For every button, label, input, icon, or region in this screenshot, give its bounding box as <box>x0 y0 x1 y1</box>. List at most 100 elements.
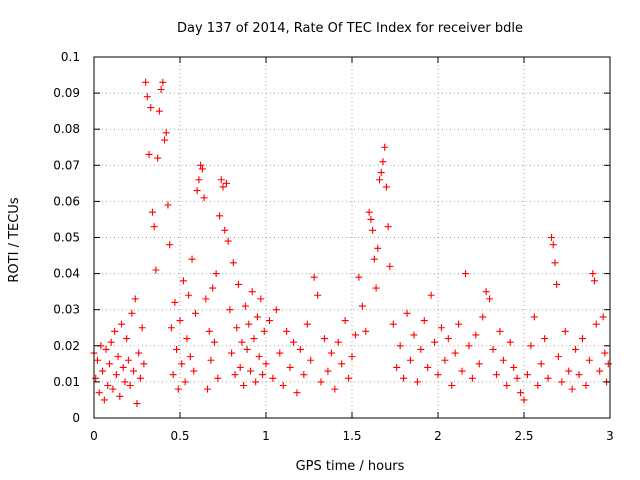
data-point <box>527 342 535 350</box>
data-point <box>238 338 246 346</box>
data-point <box>374 244 382 252</box>
data-point <box>558 378 566 386</box>
data-point <box>334 338 342 346</box>
data-point <box>303 320 311 328</box>
data-point <box>169 371 177 379</box>
data-point <box>381 143 389 151</box>
data-point <box>317 378 325 386</box>
y-tick-label: 0.08 <box>53 122 80 136</box>
data-point <box>541 335 549 343</box>
data-point <box>406 356 414 364</box>
data-point <box>341 317 349 325</box>
data-point <box>236 363 244 371</box>
data-point <box>578 335 586 343</box>
data-point <box>121 378 129 386</box>
data-point <box>243 345 251 353</box>
data-point <box>136 374 144 382</box>
data-point <box>293 389 301 397</box>
data-point <box>517 389 525 397</box>
data-point <box>104 382 112 390</box>
data-point <box>358 302 366 310</box>
y-tick-label: 0.07 <box>53 158 80 172</box>
y-tick-label: 0.06 <box>53 194 80 208</box>
data-point <box>548 234 556 241</box>
data-point <box>462 270 470 278</box>
data-point <box>174 385 182 393</box>
data-point <box>164 201 172 209</box>
data-point <box>310 273 318 281</box>
data-point <box>204 385 212 393</box>
data-point <box>510 363 518 371</box>
data-point <box>142 78 150 86</box>
data-point <box>200 194 208 202</box>
data-point <box>152 266 160 274</box>
data-point <box>205 327 213 335</box>
data-point <box>441 356 449 364</box>
data-point <box>286 363 294 371</box>
data-point <box>523 371 531 379</box>
data-point <box>161 136 169 144</box>
data-point <box>112 371 120 379</box>
data-point <box>111 327 119 335</box>
data-point <box>186 353 194 361</box>
data-point <box>386 262 394 270</box>
data-point <box>372 284 380 292</box>
data-point <box>105 360 113 368</box>
data-point <box>233 324 241 332</box>
data-point <box>417 345 425 353</box>
data-point <box>572 345 580 353</box>
data-point <box>181 378 189 386</box>
data-point <box>348 353 356 361</box>
data-point <box>250 335 258 343</box>
data-point <box>568 385 576 393</box>
data-point <box>224 237 232 245</box>
data-point <box>468 374 476 382</box>
data-point <box>370 255 378 263</box>
data-point <box>307 356 315 364</box>
data-point <box>255 353 263 361</box>
data-point <box>537 360 545 368</box>
data-point <box>133 400 141 408</box>
data-point <box>448 382 456 390</box>
data-point <box>145 150 153 158</box>
data-point <box>191 309 199 317</box>
data-point <box>247 367 255 375</box>
data-point <box>193 187 201 195</box>
data-point <box>520 396 528 404</box>
data-point <box>107 338 115 346</box>
data-point <box>377 169 385 177</box>
data-point <box>599 313 607 321</box>
data-point <box>506 338 514 346</box>
data-point <box>229 259 237 267</box>
data-point <box>451 349 459 357</box>
data-point <box>173 345 181 353</box>
data-point <box>486 295 494 303</box>
y-tick-label: 0.05 <box>53 231 80 245</box>
data-point <box>592 320 600 328</box>
x-tick-label: 1.5 <box>342 429 361 443</box>
data-point <box>427 291 435 299</box>
data-point <box>202 295 210 303</box>
data-point <box>245 320 253 328</box>
data-point <box>400 374 408 382</box>
data-point <box>296 345 304 353</box>
data-point <box>252 378 260 386</box>
data-point <box>221 226 229 234</box>
data-point <box>382 183 390 191</box>
data-point <box>276 349 284 357</box>
data-point <box>207 356 215 364</box>
data-point <box>327 349 335 357</box>
y-tick-label: 0.04 <box>53 267 80 281</box>
data-point <box>420 317 428 325</box>
data-point <box>513 374 521 382</box>
y-tick-label: 0.02 <box>53 339 80 353</box>
data-point <box>444 335 452 343</box>
data-points <box>90 78 612 408</box>
data-point <box>114 353 122 361</box>
data-point <box>176 317 184 325</box>
data-point <box>138 324 146 332</box>
data-point <box>190 367 198 375</box>
data-point <box>179 277 187 285</box>
data-point <box>116 392 124 400</box>
data-point <box>384 223 392 231</box>
